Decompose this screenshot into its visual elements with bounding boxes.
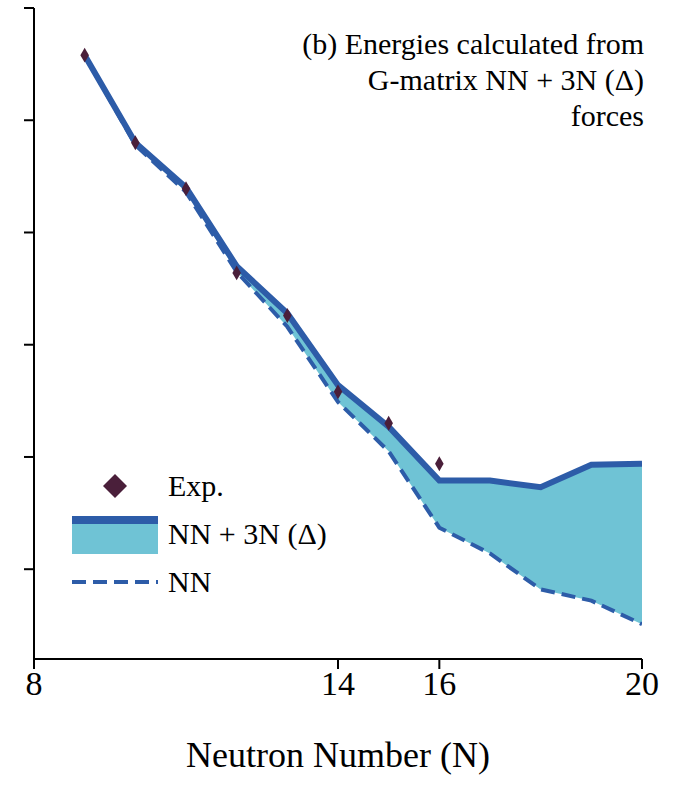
html-text:Exp.: Exp. bbox=[168, 469, 224, 502]
html-text:(b) Energies calculated from G: (b) Energies calculated from G-matrix NN… bbox=[302, 27, 644, 132]
svg-text:8: 8 bbox=[26, 665, 43, 702]
svg-text:16: 16 bbox=[422, 665, 456, 702]
html-text:NN + 3N (Δ): NN + 3N (Δ) bbox=[168, 517, 327, 550]
svg-text:14: 14 bbox=[321, 665, 355, 702]
svg-text:20: 20 bbox=[625, 665, 659, 702]
html-text:NN: NN bbox=[168, 565, 212, 598]
svg-text:Neutron Number (N): Neutron Number (N) bbox=[186, 735, 490, 775]
